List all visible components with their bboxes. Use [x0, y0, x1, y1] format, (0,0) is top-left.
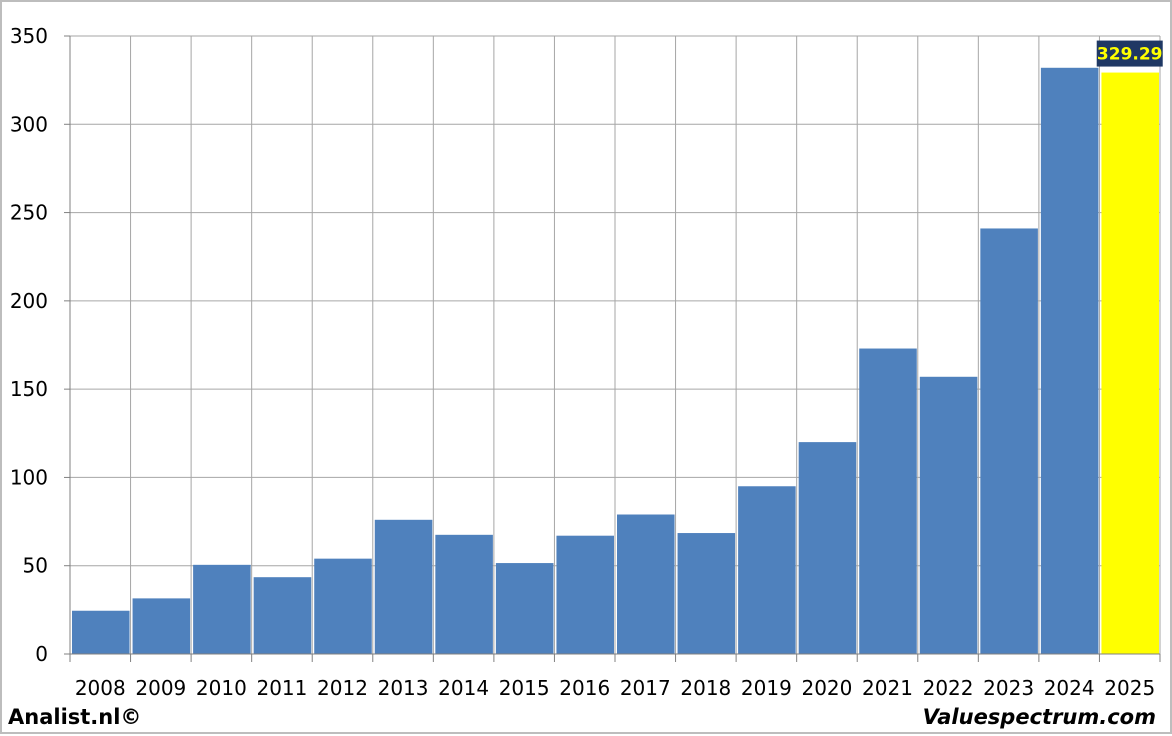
x-tick-label: 2025 [1104, 676, 1155, 700]
x-tick-label: 2010 [196, 676, 247, 700]
bar-2017 [617, 514, 675, 654]
x-tick-label: 2012 [317, 676, 368, 700]
bar-2012 [314, 558, 372, 654]
highlight-value-badge [1096, 40, 1163, 67]
y-tick-label: 50 [23, 554, 48, 578]
bar-highlight-2025 [1101, 72, 1159, 655]
bars [72, 67, 1159, 655]
x-tick-label: 2019 [741, 676, 792, 700]
x-tick-label: 2022 [923, 676, 974, 700]
bar-2022 [919, 376, 978, 654]
x-tick-label: 2021 [862, 676, 913, 700]
bar-2020 [798, 442, 857, 654]
bar-2023 [980, 228, 1038, 654]
annotations: 329.29 [1096, 40, 1163, 67]
bar-2013 [374, 519, 433, 654]
y-tick-label: 300 [10, 112, 48, 136]
y-tick-label: 150 [10, 377, 48, 401]
x-tick-label: 2017 [620, 676, 671, 700]
y-tick-label: 200 [10, 289, 48, 313]
bar-2009 [132, 598, 191, 654]
x-tick-label: 2011 [256, 676, 307, 700]
x-tick-label: 2009 [135, 676, 186, 700]
bar-2021 [859, 348, 917, 654]
y-tick-label: 350 [10, 24, 48, 48]
y-tick-label: 100 [10, 465, 48, 489]
bar-2014 [435, 534, 493, 654]
bar-2019 [738, 486, 796, 654]
footer-brand-label: Valuespectrum.com [922, 705, 1156, 729]
y-tick-labels: 0 50 100 150 200 250 300 350 [10, 24, 48, 666]
bar-2024 [1040, 67, 1099, 655]
bar-2008 [72, 610, 130, 654]
x-tick-label: 2016 [559, 676, 610, 700]
x-tick-labels: 2008 2009 2010 2011 2012 2013 2014 2015 2016 2017… [75, 676, 1155, 700]
bar-2016 [556, 535, 614, 654]
x-tick-label: 2008 [75, 676, 126, 700]
x-tick-label: 2024 [1044, 676, 1095, 700]
x-tick-label: 2018 [680, 676, 731, 700]
y-tick-label: 0 [35, 642, 48, 666]
x-tick-label: 2020 [801, 676, 852, 700]
bar-2015 [495, 563, 554, 654]
highlight-value-label: 329.29 [1097, 45, 1163, 65]
grid-lines [69, 35, 1161, 655]
x-tick-label: 2015 [499, 676, 550, 700]
x-tick-label: 2013 [378, 676, 429, 700]
x-tick-label: 2023 [983, 676, 1034, 700]
bar-2010 [193, 564, 251, 654]
x-tick-label: 2014 [438, 676, 489, 700]
footer-source-label: Analist.nl© [8, 705, 142, 729]
bar-2018 [677, 533, 736, 654]
y-tick-label: 250 [10, 201, 48, 225]
bar-2011 [253, 577, 312, 654]
axes [64, 35, 1161, 662]
